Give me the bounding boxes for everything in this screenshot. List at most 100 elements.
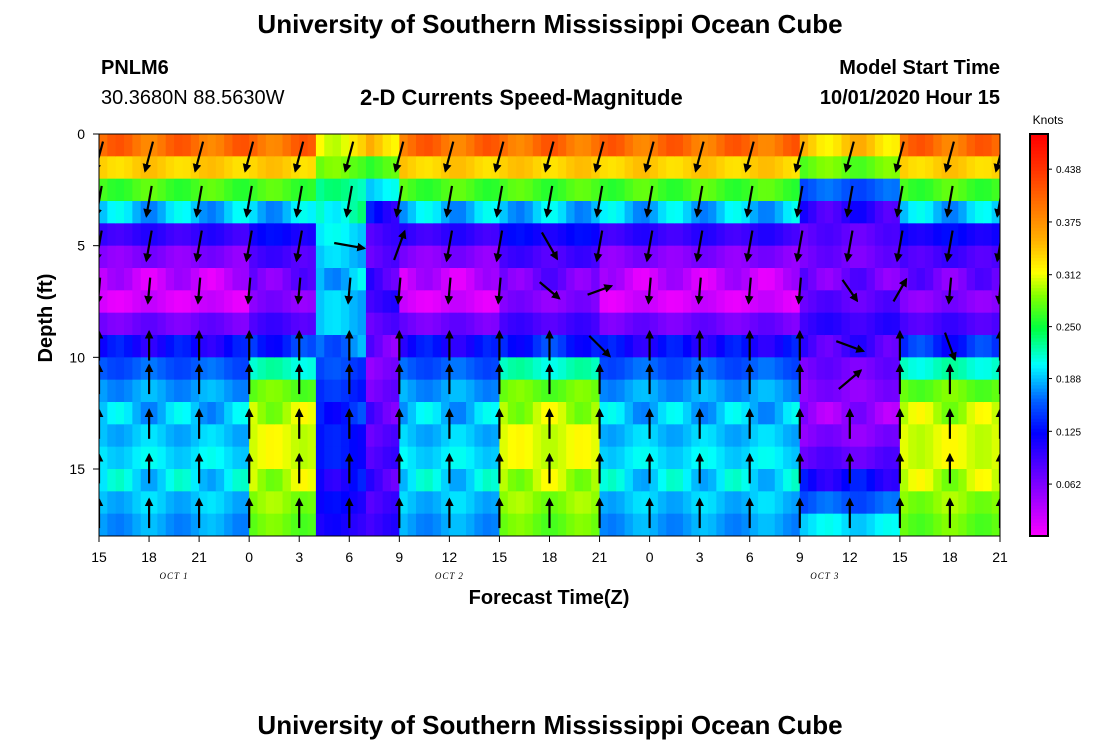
heatmap-cell bbox=[883, 201, 893, 224]
colorbar-swatch bbox=[1030, 160, 1048, 165]
heatmap-cell bbox=[566, 335, 576, 358]
heatmap-cell bbox=[724, 357, 734, 381]
heatmap-cell bbox=[799, 223, 809, 247]
heatmap-cell bbox=[899, 134, 909, 157]
colorbar-swatch bbox=[1030, 345, 1048, 349]
heatmap-cell bbox=[549, 424, 559, 448]
heatmap-cell bbox=[724, 178, 734, 202]
heatmap-cell bbox=[157, 469, 167, 492]
heatmap-cell bbox=[766, 335, 776, 358]
heatmap-cell bbox=[708, 335, 717, 358]
heatmap-cell bbox=[107, 223, 117, 247]
heatmap-cell bbox=[549, 312, 559, 336]
heatmap-cell bbox=[657, 469, 667, 492]
heatmap-cell bbox=[783, 446, 793, 470]
colorbar-swatch bbox=[1030, 425, 1048, 430]
heatmap-cell bbox=[566, 268, 576, 291]
heatmap-cell bbox=[482, 402, 492, 425]
heatmap-cell bbox=[899, 201, 909, 224]
heatmap-cell bbox=[858, 312, 868, 336]
heatmap-cell bbox=[441, 513, 450, 536]
heatmap-cell bbox=[582, 268, 592, 291]
heatmap-cell bbox=[582, 379, 592, 403]
heatmap-cell bbox=[666, 379, 676, 403]
heatmap-cell bbox=[641, 469, 651, 492]
heatmap-cell bbox=[265, 312, 275, 336]
heatmap-cell bbox=[324, 178, 334, 202]
heatmap-cell bbox=[899, 290, 909, 314]
heatmap-cell bbox=[190, 178, 200, 202]
heatmap-cell bbox=[282, 379, 292, 403]
colorbar-tick-label: 0.312 bbox=[1056, 271, 1081, 282]
heatmap-cell bbox=[974, 513, 984, 536]
heatmap-cell bbox=[783, 178, 793, 202]
heatmap-cell bbox=[632, 312, 642, 336]
heatmap-cell bbox=[432, 290, 442, 314]
heatmap-cell bbox=[174, 290, 184, 314]
heatmap-cell bbox=[741, 513, 751, 536]
heatmap-cell bbox=[432, 357, 442, 381]
heatmap-cell bbox=[908, 379, 918, 403]
heatmap-cell bbox=[816, 223, 826, 247]
colorbar-swatch bbox=[1030, 180, 1048, 185]
heatmap-cell bbox=[249, 335, 259, 358]
heatmap-cell bbox=[390, 312, 400, 336]
colorbar-swatch bbox=[1030, 264, 1048, 269]
heatmap-cell bbox=[399, 178, 409, 202]
heatmap-cell bbox=[174, 268, 184, 291]
heatmap-cell bbox=[899, 335, 909, 358]
heatmap-cell bbox=[874, 469, 884, 492]
heatmap-cell bbox=[215, 491, 225, 515]
heatmap-cell bbox=[607, 245, 617, 269]
heatmap-cell bbox=[299, 446, 309, 470]
heatmap-cell bbox=[991, 178, 1000, 202]
heatmap-cell bbox=[274, 402, 284, 425]
heatmap-cell bbox=[482, 312, 492, 336]
colorbar-swatch bbox=[1030, 509, 1048, 514]
heatmap-cell bbox=[908, 156, 918, 180]
heatmap-cell bbox=[766, 491, 776, 515]
heatmap-cell bbox=[265, 245, 275, 269]
heatmap-cell bbox=[499, 335, 509, 358]
heatmap-cell bbox=[390, 268, 400, 291]
colorbar-swatch bbox=[1030, 301, 1048, 306]
heatmap-cell bbox=[140, 424, 150, 448]
heatmap-cell bbox=[749, 469, 759, 492]
heatmap-cell bbox=[115, 491, 125, 515]
heatmap-cell bbox=[799, 268, 809, 291]
heatmap-cell bbox=[949, 424, 959, 448]
heatmap-cell bbox=[783, 402, 793, 425]
heatmap-cell bbox=[816, 446, 826, 470]
heatmap-cell bbox=[883, 402, 893, 425]
current-vector-arrow bbox=[193, 230, 203, 263]
heatmap-cell bbox=[532, 513, 542, 536]
heatmap-cell bbox=[507, 491, 517, 515]
heatmap-cell bbox=[416, 446, 425, 470]
heatmap-cell bbox=[491, 513, 501, 536]
heatmap-cell bbox=[290, 223, 300, 247]
heatmap-cell bbox=[733, 223, 742, 247]
heatmap-cell bbox=[741, 379, 751, 403]
colorbar-swatch bbox=[1030, 227, 1048, 232]
heatmap-cell bbox=[899, 513, 909, 536]
heatmap-cell bbox=[424, 446, 434, 470]
heatmap-cell bbox=[265, 201, 275, 224]
heatmap-cell bbox=[758, 201, 767, 224]
heatmap-cell bbox=[741, 424, 751, 448]
heatmap-cell bbox=[716, 513, 726, 536]
heatmap-cell bbox=[616, 268, 626, 291]
x-tick-label: 9 bbox=[796, 549, 804, 565]
heatmap-cell bbox=[332, 312, 342, 336]
colorbar-swatch bbox=[1030, 348, 1048, 353]
heatmap-cell bbox=[249, 357, 259, 381]
heatmap-cell bbox=[224, 335, 234, 358]
heatmap-cell bbox=[274, 178, 284, 202]
heatmap-cell bbox=[758, 446, 767, 470]
heatmap-cell bbox=[666, 335, 676, 358]
heatmap-cell bbox=[265, 446, 275, 470]
heatmap-cell bbox=[466, 312, 476, 336]
vector-layer bbox=[99, 141, 1000, 529]
heatmap-cell bbox=[958, 290, 968, 314]
heatmap-cell bbox=[482, 201, 492, 224]
heatmap-cell bbox=[190, 469, 200, 492]
